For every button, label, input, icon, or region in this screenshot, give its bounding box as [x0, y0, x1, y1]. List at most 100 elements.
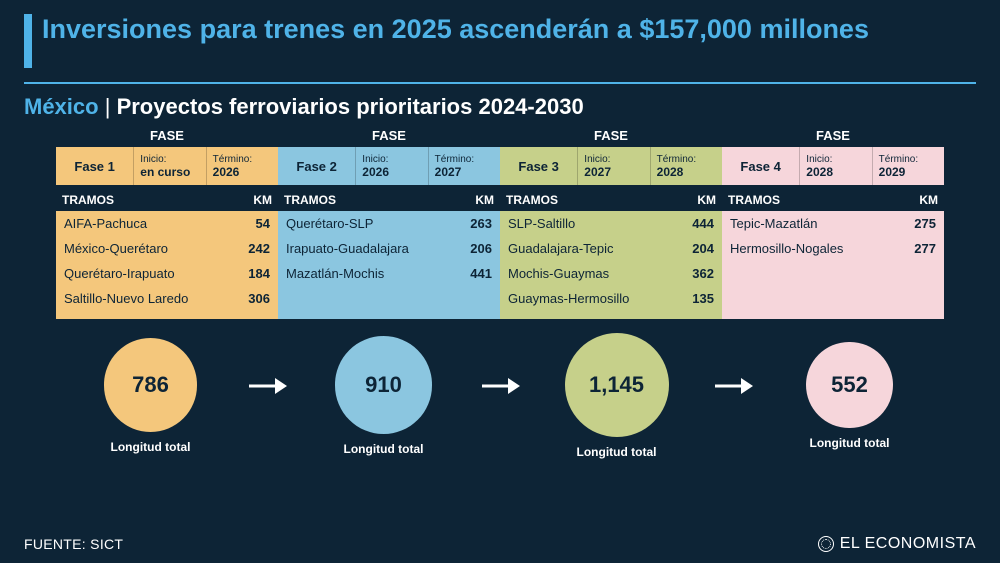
segment-name: Mazatlán-Mochis — [286, 266, 450, 281]
phase-end: Término:2029 — [872, 147, 944, 185]
segment-row: Saltillo-Nuevo Laredo 306 — [56, 286, 278, 311]
brand-text: EL ECONOMISTA — [840, 535, 976, 553]
segment-row: México-Querétaro 242 — [56, 236, 278, 261]
segment-row: Guadalajara-Tepic 204 — [500, 236, 722, 261]
totals-row: 786 Longitud total 910 Longitud total 1,… — [0, 319, 1000, 459]
total-circle: 552 — [806, 342, 892, 428]
segment-row: Mazatlán-Mochis 441 — [278, 261, 500, 286]
segment-name: Irapuato-Guadalajara — [286, 241, 450, 256]
segment-row: Guaymas-Hermosillo 135 — [500, 286, 722, 311]
segments-box: AIFA-Pachuca 54 México-Querétaro 242 Que… — [56, 211, 278, 319]
segment-name: Querétaro-SLP — [286, 216, 450, 231]
phase-heading: FASE — [722, 128, 944, 143]
segment-row: Querétaro-SLP 263 — [278, 211, 500, 236]
total-column: 786 Longitud total — [56, 338, 245, 453]
arrow-icon — [478, 375, 522, 397]
phase-end: Término:2028 — [650, 147, 722, 185]
segments-header: TRAMOS — [62, 193, 230, 207]
segment-name: Tepic-Mazatlán — [730, 216, 894, 231]
segment-name: Mochis-Guaymas — [508, 266, 672, 281]
phase-box: Fase 4 Inicio:2028 Término:2029 — [722, 147, 944, 185]
phase-name: Fase 1 — [56, 147, 133, 185]
main-title: Inversiones para trenes en 2025 ascender… — [42, 14, 869, 45]
total-label: Longitud total — [810, 436, 890, 450]
subhead-text: Proyectos ferroviarios prioritarios 2024… — [117, 94, 584, 119]
phase-box: Fase 2 Inicio:2026 Término:2027 — [278, 147, 500, 185]
column-headers: TRAMOS KM — [500, 193, 722, 207]
segment-km: 54 — [228, 216, 270, 231]
phase-heading: FASE — [500, 128, 722, 143]
phase-heading: FASE — [56, 128, 278, 143]
segment-km: 362 — [672, 266, 714, 281]
segment-km: 204 — [672, 241, 714, 256]
segments-header: TRAMOS — [284, 193, 452, 207]
phase-name: Fase 3 — [500, 147, 577, 185]
segment-km: 444 — [672, 216, 714, 231]
brand: EL ECONOMISTA — [818, 535, 976, 553]
km-header: KM — [452, 193, 494, 207]
segment-name: Guadalajara-Tepic — [508, 241, 672, 256]
phase-start: Inicio:en curso — [133, 147, 205, 185]
phase-box: Fase 1 Inicio:en curso Término:2026 — [56, 147, 278, 185]
separator: | — [105, 94, 111, 119]
total-column: 552 Longitud total — [755, 342, 944, 450]
arrow-icon — [245, 375, 289, 397]
phase-column: FASE Fase 1 Inicio:en curso Término:2026… — [56, 128, 278, 319]
segment-name: Hermosillo-Nogales — [730, 241, 894, 256]
phase-heading: FASE — [278, 128, 500, 143]
total-label: Longitud total — [111, 440, 191, 454]
segment-km: 275 — [894, 216, 936, 231]
segment-km: 242 — [228, 241, 270, 256]
phase-column: FASE Fase 2 Inicio:2026 Término:2027 TRA… — [278, 128, 500, 319]
segments-box: Querétaro-SLP 263 Irapuato-Guadalajara 2… — [278, 211, 500, 319]
brand-globe-icon — [818, 536, 834, 552]
segment-name: SLP-Saltillo — [508, 216, 672, 231]
total-circle: 1,145 — [565, 333, 669, 437]
segment-row: Tepic-Mazatlán 275 — [722, 211, 944, 236]
segment-km: 263 — [450, 216, 492, 231]
total-column: 1,145 Longitud total — [522, 333, 711, 459]
segment-name: AIFA-Pachuca — [64, 216, 228, 231]
segment-row: Mochis-Guaymas 362 — [500, 261, 722, 286]
segments-header: TRAMOS — [728, 193, 896, 207]
segment-name: México-Querétaro — [64, 241, 228, 256]
total-circle: 786 — [104, 338, 197, 431]
total-label: Longitud total — [344, 442, 424, 456]
column-headers: TRAMOS KM — [722, 193, 944, 207]
km-header: KM — [674, 193, 716, 207]
footer: FUENTE: SICT EL ECONOMISTA — [0, 535, 1000, 553]
segment-km: 135 — [672, 291, 714, 306]
phase-end: Término:2027 — [428, 147, 500, 185]
segment-km: 206 — [450, 241, 492, 256]
arrow-icon — [711, 375, 755, 397]
phase-name: Fase 2 — [278, 147, 355, 185]
subheading: México | Proyectos ferroviarios priorita… — [0, 84, 1000, 128]
column-headers: TRAMOS KM — [278, 193, 500, 207]
segment-km: 184 — [228, 266, 270, 281]
column-headers: TRAMOS KM — [56, 193, 278, 207]
header: Inversiones para trenes en 2025 ascender… — [0, 0, 1000, 76]
segment-name: Guaymas-Hermosillo — [508, 291, 672, 306]
km-header: KM — [230, 193, 272, 207]
segment-row: AIFA-Pachuca 54 — [56, 211, 278, 236]
phase-column: FASE Fase 4 Inicio:2028 Término:2029 TRA… — [722, 128, 944, 319]
phases-row: FASE Fase 1 Inicio:en curso Término:2026… — [0, 128, 1000, 319]
segment-row: Hermosillo-Nogales 277 — [722, 236, 944, 261]
segment-row: Querétaro-Irapuato 184 — [56, 261, 278, 286]
km-header: KM — [896, 193, 938, 207]
phase-column: FASE Fase 3 Inicio:2027 Término:2028 TRA… — [500, 128, 722, 319]
segment-km: 306 — [228, 291, 270, 306]
segment-row: SLP-Saltillo 444 — [500, 211, 722, 236]
segment-name: Querétaro-Irapuato — [64, 266, 228, 281]
segments-header: TRAMOS — [506, 193, 674, 207]
phase-box: Fase 3 Inicio:2027 Término:2028 — [500, 147, 722, 185]
country: México — [24, 94, 99, 119]
segments-box: SLP-Saltillo 444 Guadalajara-Tepic 204 M… — [500, 211, 722, 319]
total-circle: 910 — [335, 336, 432, 433]
total-label: Longitud total — [577, 445, 657, 459]
phase-start: Inicio:2026 — [355, 147, 427, 185]
total-column: 910 Longitud total — [289, 336, 478, 455]
segment-row: Irapuato-Guadalajara 206 — [278, 236, 500, 261]
segments-box: Tepic-Mazatlán 275 Hermosillo-Nogales 27… — [722, 211, 944, 319]
segment-km: 441 — [450, 266, 492, 281]
